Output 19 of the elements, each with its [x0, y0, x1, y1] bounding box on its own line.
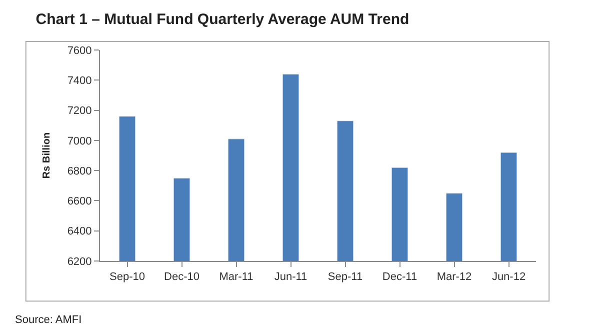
y-tick-label: 7200 [67, 105, 92, 118]
y-tick-label: 6800 [67, 165, 92, 178]
x-tick-label: Mar-12 [436, 271, 472, 284]
source-note: Source: AMFI [15, 314, 82, 326]
x-tick-label: Jun-11 [274, 271, 308, 284]
x-tick-label: Dec-11 [382, 271, 418, 284]
y-tick-label: 6400 [67, 226, 92, 238]
x-tick-label: Sep-10 [110, 271, 145, 284]
y-tick-label: 6600 [67, 196, 92, 208]
x-tick-label: Dec-10 [164, 271, 200, 284]
y-tick-label: 6200 [67, 256, 92, 268]
y-tick-label: 7400 [67, 74, 92, 87]
x-tick-label: Mar-11 [219, 271, 254, 284]
y-tick-label: 7000 [67, 135, 92, 148]
x-tick-label: Jun-12 [492, 271, 526, 284]
chart-title: Chart 1 – Mutual Fund Quarterly Average AUM Trend [36, 10, 410, 28]
y-tick-label: 7600 [67, 44, 92, 57]
x-tick-label: Sep-11 [328, 271, 363, 284]
y-axis-title: Rs Billion [41, 132, 52, 179]
